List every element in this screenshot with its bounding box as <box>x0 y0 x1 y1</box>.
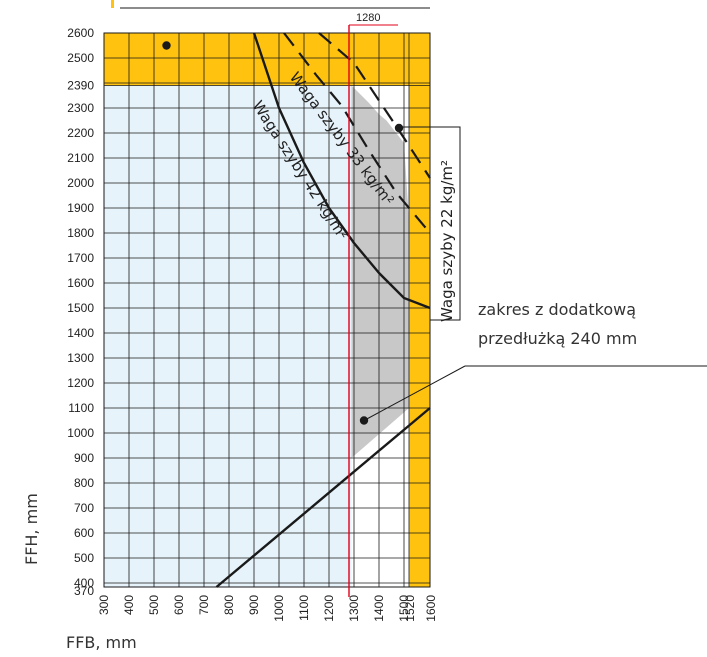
y-tick-label: 2300 <box>67 101 94 115</box>
y-tick-label: 1500 <box>67 301 94 315</box>
series-label-22: Waga szyby 22 kg/m² <box>438 160 456 322</box>
series-line-2 <box>318 32 431 179</box>
y-tick-label: 500 <box>74 551 94 565</box>
y-tick-label: 2200 <box>67 126 94 140</box>
x-axis-label: FFB, mm <box>66 633 137 652</box>
y-tick-label: 1000 <box>67 426 94 440</box>
x-tick-label: 1200 <box>322 595 336 622</box>
y-tick-label: 1300 <box>67 351 94 365</box>
y-tick-label: 2390 <box>67 79 94 93</box>
x-tick-label: 800 <box>222 595 236 615</box>
marker-dot-1 <box>394 123 404 133</box>
y-tick-label: 370 <box>74 584 94 598</box>
series-22-bracket <box>398 126 461 321</box>
markers-layer <box>162 41 404 425</box>
y-tick-label: 600 <box>74 526 94 540</box>
marker-dot-2 <box>359 416 369 425</box>
x-tick-label: 500 <box>147 595 161 615</box>
region-extension <box>351 85 409 458</box>
extension-note-line-2: przedłużką 240 mm <box>478 329 637 348</box>
series-line-1 <box>283 32 431 234</box>
x-tick-label: 700 <box>197 595 211 615</box>
ticks-layer: 3704005006007008009001000110012001300140… <box>67 26 438 622</box>
y-tick-label: 1900 <box>67 201 94 215</box>
y-tick-label: 400 <box>74 576 94 590</box>
y-tick-label: 800 <box>74 476 94 490</box>
y-tick-label: 2000 <box>67 176 94 190</box>
y-tick-label: 1600 <box>67 276 94 290</box>
region-top_band <box>104 33 430 86</box>
x-tick-label: 600 <box>172 595 186 615</box>
x-tick-label: 1400 <box>372 595 386 622</box>
y-tick-label: 1800 <box>67 226 94 240</box>
y-tick-label: 1700 <box>67 251 94 265</box>
x-tick-label: 900 <box>247 595 261 615</box>
region-right_band <box>409 33 430 587</box>
lines-layer <box>111 0 707 597</box>
region-standard <box>104 85 352 587</box>
series-line-3 <box>215 407 431 588</box>
x-tick-label: 1300 <box>347 595 361 622</box>
extension-note-line-1: zakres z dodatkową <box>478 300 636 319</box>
y-tick-label: 700 <box>74 501 94 515</box>
reference-line-label: 1280 <box>356 12 380 24</box>
x-tick-label: 400 <box>122 595 136 615</box>
marker-dot-0 <box>162 41 171 50</box>
y-axis-label: FFH, mm <box>22 493 41 565</box>
y-tick-label: 2100 <box>67 151 94 165</box>
y-tick-label: 2500 <box>67 51 94 65</box>
y-tick-label: 900 <box>74 451 94 465</box>
regions-layer <box>104 33 430 587</box>
series-line-0 <box>252 32 431 310</box>
x-tick-label: 300 <box>97 595 111 615</box>
y-tick-label: 1200 <box>67 376 94 390</box>
plot-frame <box>103 32 431 588</box>
y-tick-label: 1400 <box>67 326 94 340</box>
grid-layer <box>103 32 431 588</box>
x-tick-label: 1500 <box>397 595 411 622</box>
x-tick-label: 1000 <box>272 595 286 622</box>
x-tick-label: 1520 <box>403 595 417 622</box>
y-tick-label: 2600 <box>67 26 94 40</box>
x-tick-label: 1100 <box>297 595 311 621</box>
y-tick-label: 1100 <box>68 401 94 415</box>
extension-leader <box>363 365 466 421</box>
x-tick-label: 1600 <box>424 595 438 622</box>
yellow-edge-tick <box>111 0 114 8</box>
